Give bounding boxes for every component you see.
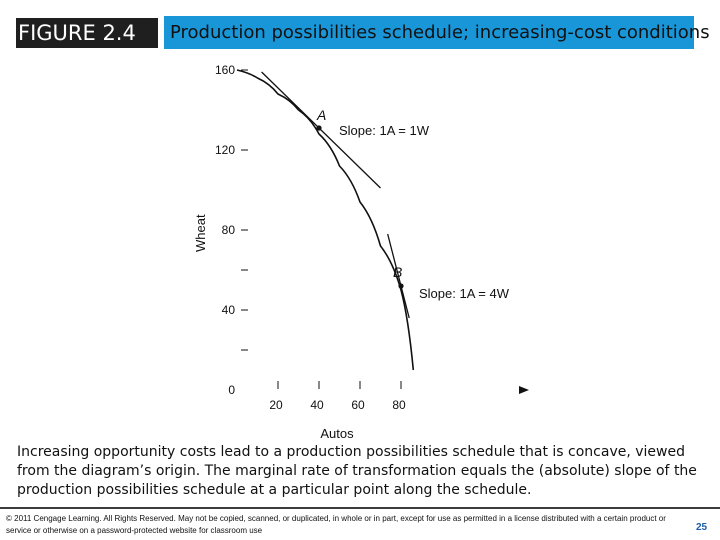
plot-layer: A Slope: 1A = 1W B Slope: 1A = 4W bbox=[236, 69, 510, 371]
x-axis-arrow bbox=[519, 386, 529, 394]
figure-caption: Increasing opportunity costs lead to a p… bbox=[17, 444, 697, 498]
y-axis-label: Wheat bbox=[193, 214, 208, 252]
x-tick-label: 20 bbox=[269, 398, 283, 412]
figure-label: FIGURE 2.4 bbox=[16, 18, 158, 48]
slope-annotation-a: Slope: 1A = 1W bbox=[339, 123, 430, 138]
x-tick-label: 60 bbox=[351, 398, 365, 412]
x-axis-label: Autos bbox=[320, 426, 354, 441]
copyright-notice: © 2011 Cengage Learning. All Rights Rese… bbox=[6, 514, 666, 535]
point-a bbox=[316, 125, 322, 131]
y-tick-label: 160 bbox=[215, 63, 235, 77]
tangent-line-a bbox=[261, 71, 381, 189]
y-tick-label: 80 bbox=[222, 223, 236, 237]
x-tick-label: 40 bbox=[310, 398, 324, 412]
point-b bbox=[398, 283, 404, 289]
y-tick-label: 0 bbox=[228, 383, 235, 397]
point-label-a: A bbox=[316, 107, 326, 123]
ppf-chart: 160 120 80 40 0 20 40 60 80 A Slope: 1A = 1W B Slo… bbox=[193, 63, 529, 441]
tangent-line-b bbox=[387, 233, 410, 319]
slope-annotation-b: Slope: 1A = 4W bbox=[419, 286, 510, 301]
footer-divider bbox=[0, 507, 720, 509]
chart-area: 160 120 80 40 0 20 40 60 80 A Slope: 1A = 1W B Slo… bbox=[181, 49, 538, 445]
y-tick-label: 40 bbox=[222, 303, 236, 317]
y-axis-ticks: 160 120 80 40 0 bbox=[215, 63, 248, 397]
y-tick-label: 120 bbox=[215, 143, 235, 157]
figure-title: Production possibilities schedule; incre… bbox=[164, 16, 710, 49]
page-number: 25 bbox=[696, 522, 708, 533]
x-axis-ticks: 20 40 60 80 bbox=[269, 381, 406, 412]
point-label-b: B bbox=[393, 264, 402, 280]
x-tick-label: 80 bbox=[392, 398, 406, 412]
ppf-curve bbox=[236, 69, 415, 371]
